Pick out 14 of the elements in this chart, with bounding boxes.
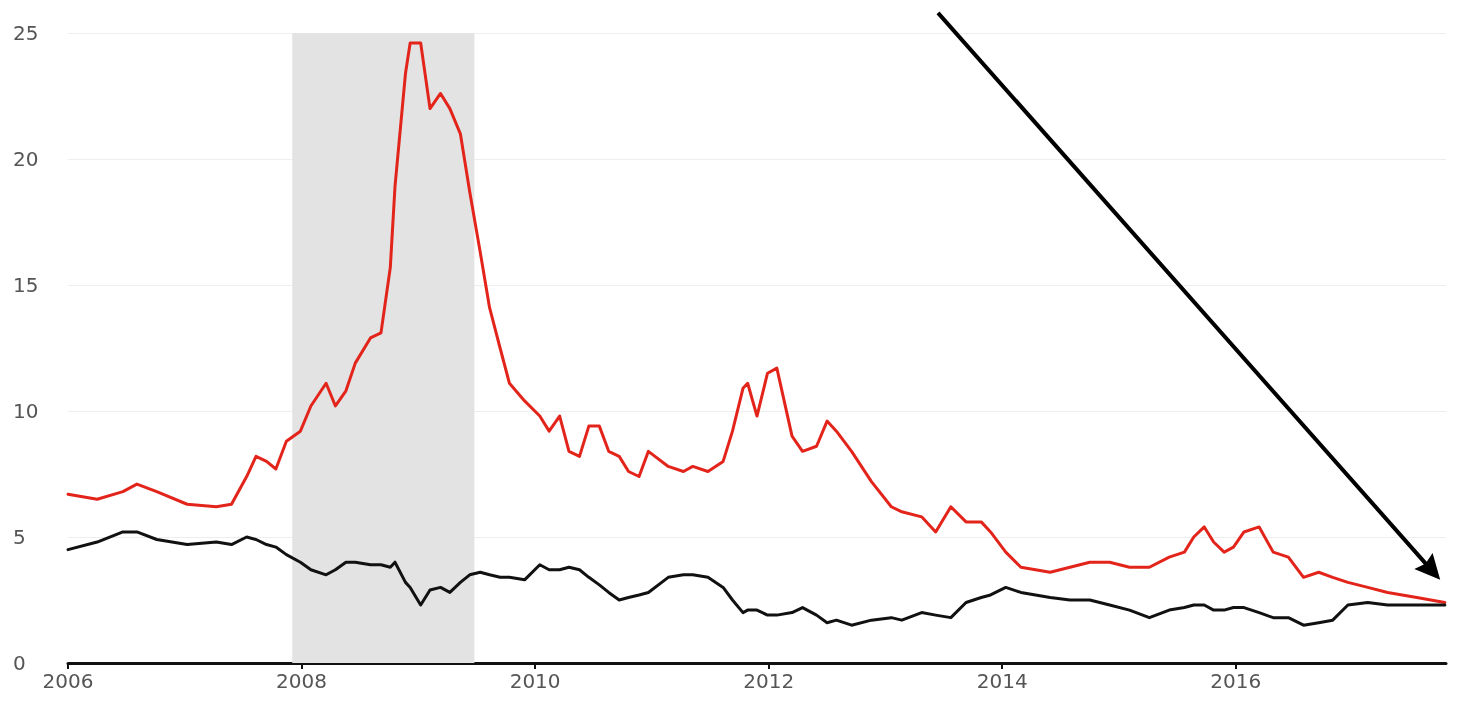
y-tick-label: 10 <box>13 399 39 423</box>
line-series <box>66 530 1447 627</box>
x-tick-label: 2006 <box>42 669 94 693</box>
y-tick-label: 20 <box>13 147 39 171</box>
x-tick-label: 2012 <box>743 669 795 693</box>
x-tick-label: 2008 <box>276 669 328 693</box>
y-tick-label: 0 <box>13 651 26 675</box>
x-tick-label: 2010 <box>509 669 561 693</box>
y-tick-label: 5 <box>13 525 26 549</box>
x-tick-label: 2016 <box>1210 669 1262 693</box>
x-tick-label: 2014 <box>976 669 1028 693</box>
y-tick-label: 25 <box>13 21 39 45</box>
y-tick-label: 15 <box>13 273 39 297</box>
line-series <box>66 41 1447 605</box>
